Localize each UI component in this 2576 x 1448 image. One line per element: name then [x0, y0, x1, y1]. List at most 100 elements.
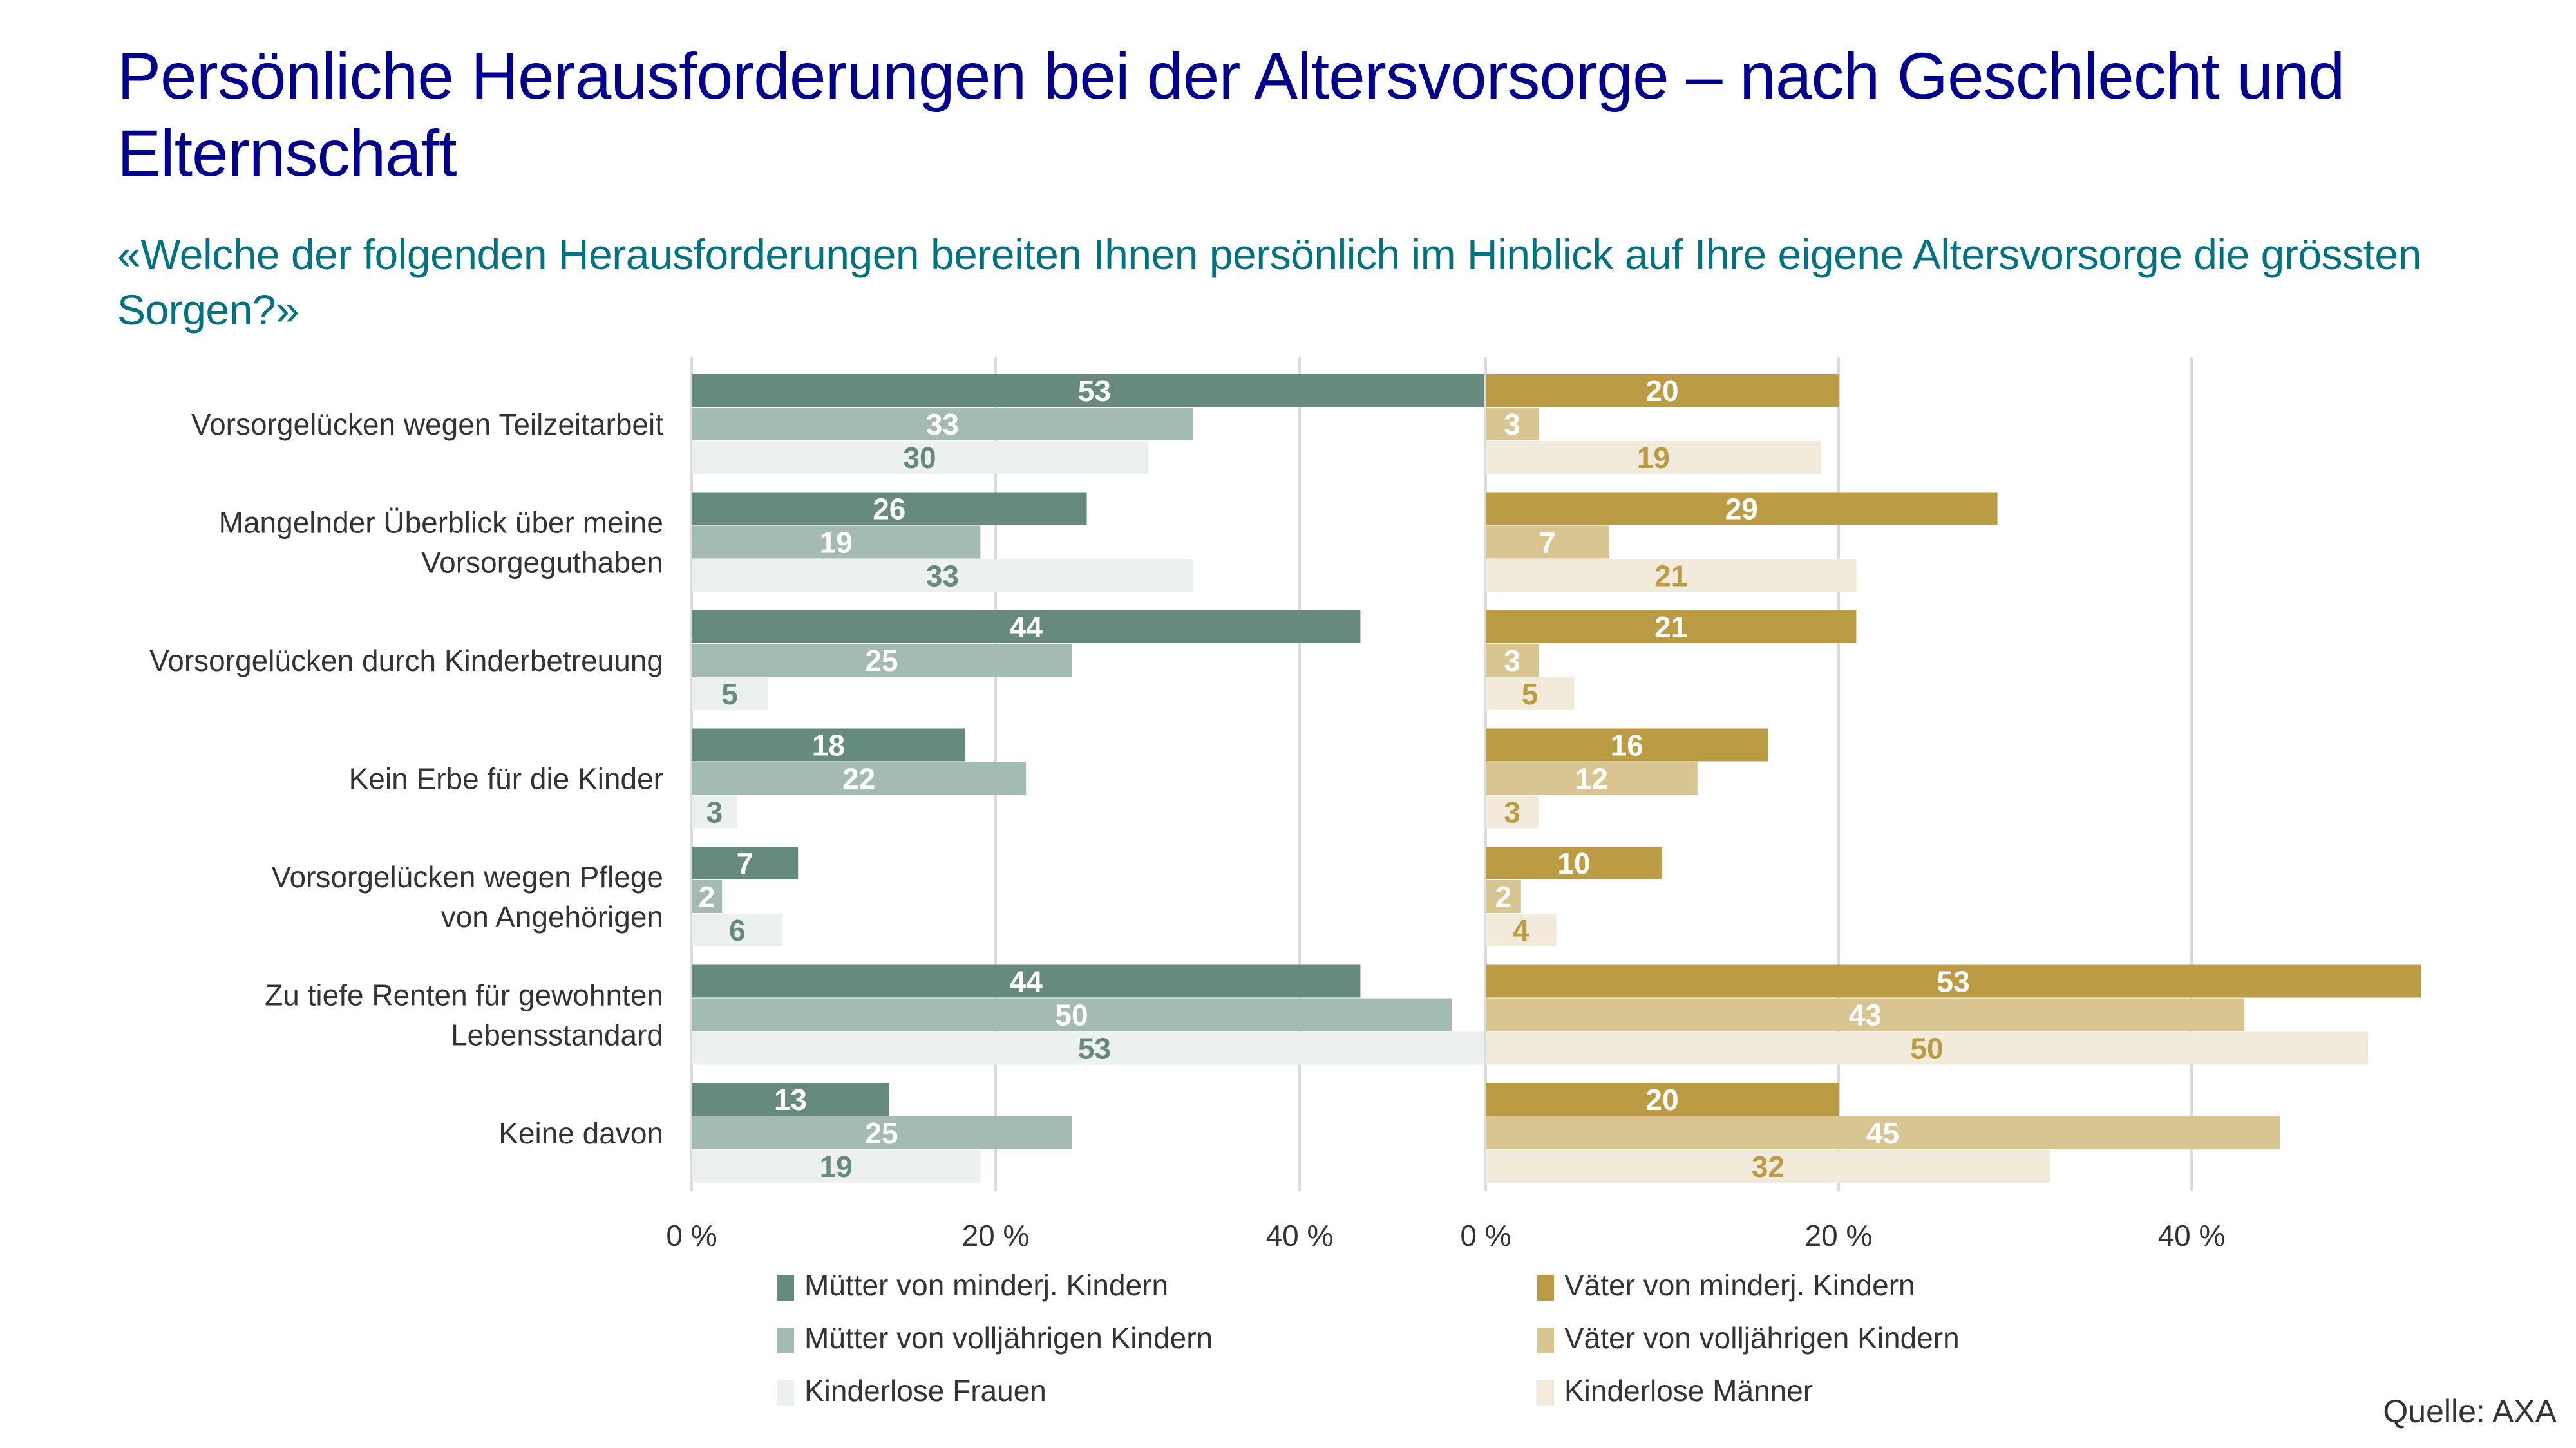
data-label: 50: [1910, 1032, 1943, 1066]
category-label: von Angehörigen: [441, 900, 663, 934]
legend-label: Mütter von volljährigen Kindern: [804, 1321, 1213, 1355]
bar-frauen-series2-cat1: [692, 559, 1193, 592]
legend-label: Mütter von minderj. Kindern: [804, 1268, 1168, 1302]
data-label: 19: [820, 1150, 853, 1183]
bar-männer-series1-cat4: [1486, 880, 1521, 913]
bar-männer-series0-cat2: [1486, 610, 1857, 643]
data-label: 20: [1645, 374, 1678, 408]
legend-swatch: [1537, 1328, 1554, 1353]
bar-männer-series1-cat6: [1486, 1116, 2280, 1149]
bar-frauen-series1-cat1: [692, 525, 981, 559]
data-label: 6: [729, 914, 746, 947]
bar-männer-series0-cat4: [1486, 847, 1662, 879]
data-label: 43: [1849, 999, 1882, 1032]
legend-label: Väter von volljährigen Kindern: [1564, 1321, 1960, 1355]
legend-swatch: [1537, 1275, 1554, 1301]
bar-frauen-series0-cat0: [692, 374, 1497, 407]
data-label: 50: [1055, 999, 1088, 1032]
bar-männer-series1-cat0: [1486, 408, 1539, 440]
data-label: 3: [1504, 796, 1520, 829]
legend-swatch: [777, 1328, 794, 1353]
data-label: 53: [1937, 965, 1970, 999]
data-label: 30: [903, 441, 936, 475]
data-label: 19: [820, 526, 853, 559]
bar-frauen-series2-cat6: [692, 1150, 981, 1183]
data-label: 44: [1010, 965, 1043, 999]
data-label: 53: [1078, 1032, 1111, 1066]
bar-männer-series2-cat4: [1486, 914, 1557, 946]
bar-frauen-series1-cat2: [692, 644, 1072, 677]
data-label: 2: [699, 880, 715, 914]
bar-männer-series2-cat5: [1486, 1031, 2368, 1065]
bar-männer-series2-cat2: [1486, 677, 1574, 710]
bar-männer-series1-cat1: [1486, 525, 1609, 559]
category-label: Zu tiefe Renten für gewohnten: [265, 979, 663, 1012]
legend-label: Kinderlose Männer: [1564, 1374, 1813, 1407]
bar-männer-series2-cat6: [1486, 1150, 2050, 1183]
bar-frauen-series2-cat3: [692, 795, 737, 829]
category-label: Vorsorgelücken durch Kinderbetreuung: [149, 644, 663, 677]
data-label: 21: [1654, 559, 1687, 593]
bar-männer-series0-cat1: [1486, 492, 1998, 525]
bar-männer-series0-cat6: [1486, 1083, 1839, 1116]
chart-title: Persönliche Herausforderungen bei der Al…: [117, 39, 2345, 190]
data-label: 3: [1504, 644, 1520, 677]
legend-label: Kinderlose Frauen: [804, 1374, 1046, 1407]
x-tick-label-frauen-0: 0 %: [666, 1219, 717, 1252]
bar-männer-series0-cat0: [1486, 374, 1839, 407]
legend-label: Väter von minderj. Kindern: [1564, 1268, 1915, 1302]
data-label: 33: [926, 408, 959, 441]
bar-frauen-series1-cat0: [692, 408, 1193, 440]
data-label: 4: [1513, 914, 1530, 947]
category-label: Lebensstandard: [451, 1019, 663, 1052]
data-label: 2: [1495, 880, 1512, 914]
data-label: 13: [774, 1083, 807, 1116]
bar-männer-series0-cat3: [1486, 728, 1768, 762]
data-label: 10: [1557, 847, 1590, 880]
data-label: 25: [865, 1116, 898, 1150]
category-label: Vorsorgelücken wegen Teilzeitarbeit: [191, 408, 663, 441]
bar-frauen-series0-cat3: [692, 728, 965, 762]
data-label: 7: [1539, 526, 1556, 559]
data-label: 44: [1010, 610, 1043, 644]
bar-frauen-series0-cat5: [692, 964, 1361, 998]
bar-männer-series1-cat5: [1486, 998, 2245, 1031]
data-label: 12: [1575, 762, 1608, 796]
category-label: Kein Erbe für die Kinder: [349, 762, 663, 796]
category-label: Keine davon: [498, 1116, 663, 1150]
data-label: 18: [812, 729, 845, 762]
bar-frauen-series0-cat4: [692, 847, 799, 879]
data-label: 22: [842, 762, 875, 796]
bar-frauen-series2-cat5: [692, 1031, 1497, 1065]
legend-swatch: [777, 1275, 794, 1301]
bar-männer-series2-cat0: [1486, 441, 1821, 474]
x-tick-label-männer-0: 0 %: [1460, 1219, 1511, 1252]
bar-frauen-series0-cat6: [692, 1083, 889, 1116]
data-label: 16: [1611, 729, 1643, 762]
data-label: 33: [926, 559, 959, 593]
data-label: 25: [865, 644, 898, 677]
bar-männer-series2-cat1: [1486, 559, 1857, 592]
data-label: 20: [1645, 1083, 1678, 1116]
data-label: 5: [1522, 677, 1539, 711]
data-label: 45: [1866, 1116, 1899, 1150]
category-label: Vorsorgelücken wegen Pflege: [271, 860, 663, 894]
data-label: 5: [721, 677, 738, 711]
legend-swatch: [1537, 1380, 1554, 1406]
chart-subtitle: «Welche der folgenden Herausforderungen …: [117, 230, 2421, 334]
bar-frauen-series1-cat5: [692, 998, 1452, 1031]
x-tick-label-männer-20: 20 %: [1805, 1219, 1873, 1252]
bar-frauen-series1-cat3: [692, 762, 1027, 795]
data-label: 26: [873, 493, 905, 526]
data-label: 3: [706, 796, 723, 829]
data-label: 29: [1725, 493, 1758, 526]
data-label: 7: [737, 847, 753, 880]
x-tick-label-frauen-20: 20 %: [962, 1219, 1030, 1252]
source-note: Quelle: AXA: [2383, 1393, 2557, 1429]
data-label: 3: [1504, 408, 1520, 441]
x-tick-label-männer-40: 40 %: [2158, 1219, 2226, 1252]
bar-frauen-series1-cat4: [692, 880, 723, 913]
data-label: 53: [1078, 374, 1111, 408]
category-label: Vorsorgeguthaben: [421, 546, 663, 579]
